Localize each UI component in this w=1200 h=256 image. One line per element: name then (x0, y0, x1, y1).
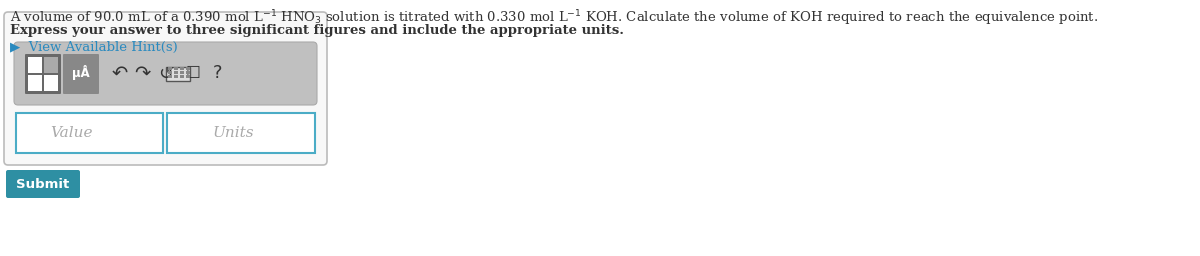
Text: Value: Value (50, 126, 94, 140)
Bar (28, 75, 42, 91)
Bar (186, 67, 190, 69)
Bar (174, 75, 178, 78)
Text: ↺: ↺ (158, 65, 174, 82)
Text: ?: ? (214, 65, 223, 82)
Bar (180, 67, 184, 69)
FancyBboxPatch shape (167, 113, 314, 153)
Text: A volume of 90.0 mL of a 0.390 mol L$^{-1}$ HNO$_3$ solution is titrated with 0.: A volume of 90.0 mL of a 0.390 mol L$^{-… (10, 8, 1098, 28)
Bar (186, 71, 190, 73)
Text: ▶  View Available Hint(s): ▶ View Available Hint(s) (10, 41, 178, 54)
Text: ↶: ↶ (112, 64, 128, 83)
Text: ☐: ☐ (186, 65, 200, 82)
Text: Express your answer to three significant figures and include the appropriate uni: Express your answer to three significant… (10, 24, 624, 37)
Text: μÅ: μÅ (72, 66, 90, 80)
FancyBboxPatch shape (25, 54, 61, 94)
FancyBboxPatch shape (16, 113, 163, 153)
Bar (44, 75, 58, 91)
FancyBboxPatch shape (64, 54, 98, 94)
Bar (180, 75, 184, 78)
Bar (168, 67, 172, 69)
Bar (174, 67, 178, 69)
Bar (174, 71, 178, 73)
FancyBboxPatch shape (14, 42, 317, 105)
Text: ↷: ↷ (134, 64, 150, 83)
FancyBboxPatch shape (166, 67, 190, 80)
FancyBboxPatch shape (4, 12, 326, 165)
Bar (44, 57, 58, 73)
Bar (28, 57, 42, 73)
Bar (180, 71, 184, 73)
Text: Submit: Submit (17, 177, 70, 190)
Bar (168, 75, 172, 78)
Text: Units: Units (212, 126, 254, 140)
Bar (186, 75, 190, 78)
FancyBboxPatch shape (6, 170, 80, 198)
Bar (168, 71, 172, 73)
